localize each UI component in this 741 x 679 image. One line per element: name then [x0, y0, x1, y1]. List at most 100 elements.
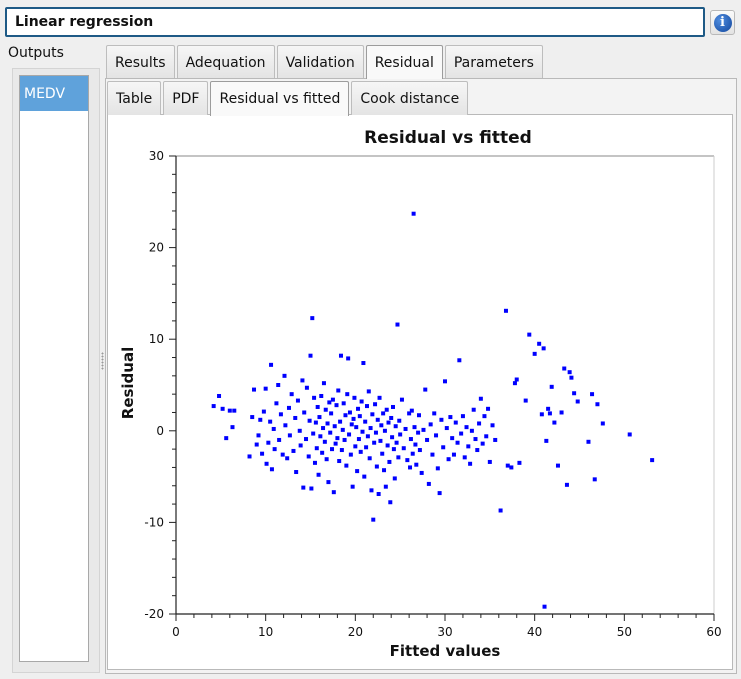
data-point [372, 440, 377, 445]
data-point [326, 480, 331, 485]
data-point [356, 437, 361, 442]
data-point [405, 458, 410, 463]
data-point [388, 500, 393, 505]
tab-adequation[interactable]: Adequation [176, 45, 275, 78]
data-point [391, 447, 396, 452]
data-point [592, 477, 597, 482]
data-point [349, 422, 354, 427]
tab-parameters[interactable]: Parameters [444, 45, 543, 78]
residual-subtab-bar: Table PDF Residual vs fitted Cook distan… [107, 81, 470, 116]
data-point [351, 416, 356, 421]
data-point [352, 395, 357, 400]
data-point [318, 434, 323, 439]
data-point [559, 410, 564, 415]
data-point [341, 401, 346, 406]
data-point [220, 406, 225, 411]
data-point [309, 486, 314, 491]
model-title-field[interactable]: Linear regression [5, 7, 705, 37]
data-point [586, 439, 591, 444]
data-point [426, 481, 431, 486]
y-tick-label: 0 [156, 424, 164, 438]
data-point [324, 457, 329, 462]
data-point [397, 418, 402, 423]
data-point [260, 451, 265, 456]
data-point [337, 459, 342, 464]
data-point [323, 407, 328, 412]
data-point [428, 422, 433, 427]
x-tick-label: 40 [527, 625, 542, 639]
data-point [541, 346, 546, 351]
data-point [498, 508, 503, 513]
tab-validation[interactable]: Validation [276, 45, 364, 78]
data-point [462, 455, 467, 460]
data-point [266, 440, 271, 445]
data-point [329, 411, 334, 416]
data-point [466, 444, 471, 449]
data-point [493, 437, 498, 442]
data-point [362, 474, 367, 479]
data-point [335, 436, 340, 441]
data-point [312, 395, 317, 400]
data-point [410, 451, 415, 456]
output-item-medv[interactable]: MEDV [20, 76, 88, 111]
output-item-label: MEDV [24, 86, 66, 102]
data-point [416, 430, 421, 435]
tab-results[interactable]: Results [106, 45, 175, 78]
data-point [373, 430, 378, 435]
data-point [274, 401, 279, 406]
data-point [367, 456, 372, 461]
data-point [254, 442, 259, 447]
subtab-residual-vs-fitted[interactable]: Residual vs fitted [210, 81, 350, 116]
data-point [278, 412, 283, 417]
main-tab-bar: Results Adequation Validation Residual P… [106, 45, 545, 79]
subtab-pdf[interactable]: PDF [163, 81, 209, 115]
data-point [361, 361, 366, 366]
subtab-cook-distance[interactable]: Cook distance [351, 81, 469, 115]
data-point [247, 454, 252, 459]
data-point [339, 448, 344, 453]
data-point [330, 447, 335, 452]
data-point [509, 465, 514, 470]
data-point [471, 407, 476, 412]
data-point [390, 435, 395, 440]
data-point [336, 388, 341, 393]
data-point [293, 415, 298, 420]
data-point [385, 443, 390, 448]
data-point [527, 332, 532, 337]
data-point [363, 419, 368, 424]
splitter-handle[interactable] [101, 352, 104, 370]
data-point [286, 405, 291, 410]
data-point [374, 464, 379, 469]
data-point [434, 433, 439, 438]
data-point [650, 458, 655, 463]
data-point [457, 358, 462, 363]
data-point [280, 452, 285, 457]
data-point [532, 351, 537, 356]
tab-residual[interactable]: Residual [365, 45, 443, 79]
y-tick-label: -20 [144, 607, 164, 621]
data-point [302, 410, 307, 415]
data-point [382, 468, 387, 473]
data-point [315, 404, 320, 409]
data-point [211, 404, 216, 409]
outputs-list[interactable]: MEDV [19, 75, 89, 662]
data-point [300, 378, 305, 383]
data-point [355, 469, 360, 474]
data-point [380, 451, 385, 456]
data-point [549, 384, 554, 389]
data-point [486, 406, 491, 411]
data-point [460, 414, 465, 419]
data-point [412, 425, 417, 430]
data-point [386, 420, 391, 425]
subtab-table[interactable]: Table [107, 81, 162, 115]
data-point [332, 424, 337, 429]
data-point [327, 400, 332, 405]
data-point [459, 431, 464, 436]
data-point [291, 448, 296, 453]
data-point [373, 402, 378, 407]
info-button[interactable]: i [710, 10, 735, 35]
data-point [567, 370, 572, 375]
data-point [490, 423, 495, 428]
data-point [383, 484, 388, 489]
data-point [451, 452, 456, 457]
